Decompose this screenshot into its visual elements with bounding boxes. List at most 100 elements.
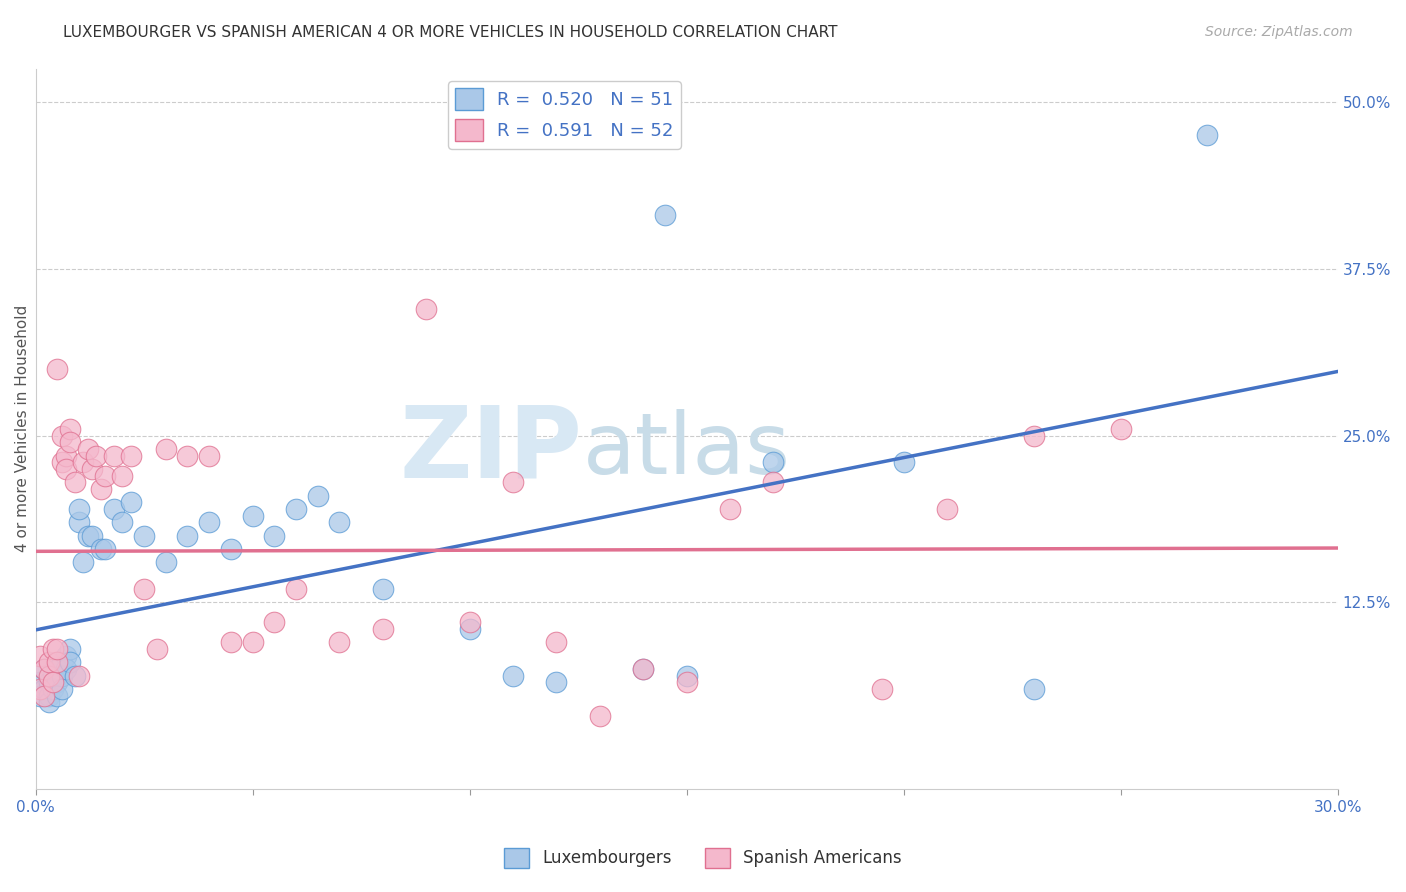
Point (1109, 422, 1132, 436)
Point (51, 656, 73, 670)
Point (51, 428, 73, 442)
Point (328, 515, 350, 529)
Point (63, 475, 86, 490)
Point (32, 662, 55, 676)
Point (76, 442, 98, 456)
Point (502, 669, 524, 683)
Point (371, 622, 394, 636)
Text: atlas: atlas (582, 409, 790, 492)
Point (242, 635, 264, 649)
Point (1022, 681, 1045, 696)
Point (46, 361, 69, 376)
Point (654, 208, 676, 222)
Point (46, 656, 69, 670)
Point (371, 582, 394, 596)
Point (198, 449, 221, 463)
Point (546, 635, 568, 649)
Text: ZIP: ZIP (399, 402, 582, 499)
Point (589, 708, 612, 723)
Point (631, 662, 654, 676)
Point (32, 662, 55, 676)
Point (38, 689, 60, 703)
Point (198, 515, 221, 529)
Point (76, 528, 98, 542)
Point (90, 482, 112, 496)
Point (176, 528, 198, 542)
Point (63, 669, 86, 683)
Point (86, 449, 108, 463)
Point (67, 515, 90, 529)
Point (46, 689, 69, 703)
Point (42, 681, 65, 696)
Point (32, 681, 55, 696)
Point (120, 495, 142, 509)
Y-axis label: 4 or more Vehicles in Household: 4 or more Vehicles in Household (15, 305, 30, 552)
Point (762, 455, 785, 469)
Point (72, 455, 94, 469)
Point (870, 681, 893, 696)
Point (328, 635, 350, 649)
Point (32, 689, 55, 703)
Point (458, 615, 481, 630)
Point (90, 541, 112, 556)
Point (42, 642, 65, 657)
Point (546, 675, 568, 690)
Point (155, 555, 177, 569)
Point (718, 502, 741, 516)
Point (38, 675, 60, 690)
Point (502, 475, 524, 490)
Point (176, 449, 198, 463)
Point (46, 662, 69, 676)
Point (42, 675, 65, 690)
Point (675, 675, 697, 690)
Point (94, 541, 117, 556)
Point (38, 695, 60, 709)
Point (1022, 428, 1045, 442)
Point (132, 582, 155, 596)
Point (219, 541, 242, 556)
Point (51, 455, 73, 469)
Point (55, 648, 77, 663)
Point (80, 462, 103, 476)
Point (72, 555, 94, 569)
Point (67, 502, 90, 516)
Point (46, 675, 69, 690)
Point (219, 635, 242, 649)
Point (28, 648, 51, 663)
Point (1197, 128, 1219, 143)
Point (28, 681, 51, 696)
Point (59, 435, 82, 450)
Point (415, 301, 437, 316)
Point (28, 675, 51, 690)
Point (155, 442, 177, 456)
Point (936, 502, 959, 516)
Point (103, 502, 125, 516)
Point (675, 669, 697, 683)
Point (263, 615, 285, 630)
Point (631, 662, 654, 676)
Point (762, 475, 785, 490)
Point (38, 669, 60, 683)
Point (285, 582, 308, 596)
Text: Source: ZipAtlas.com: Source: ZipAtlas.com (1205, 25, 1353, 39)
Point (893, 455, 915, 469)
Legend: Luxembourgers, Spanish Americans: Luxembourgers, Spanish Americans (498, 841, 908, 875)
Point (146, 642, 169, 657)
Point (458, 622, 481, 636)
Point (55, 462, 77, 476)
Point (28, 689, 51, 703)
Text: LUXEMBOURGER VS SPANISH AMERICAN 4 OR MORE VEHICLES IN HOUSEHOLD CORRELATION CHA: LUXEMBOURGER VS SPANISH AMERICAN 4 OR MO… (63, 25, 838, 40)
Point (46, 642, 69, 657)
Point (80, 528, 103, 542)
Point (111, 468, 134, 483)
Point (242, 508, 264, 523)
Point (132, 528, 155, 542)
Legend: R =  0.520   N = 51, R =  0.591   N = 52: R = 0.520 N = 51, R = 0.591 N = 52 (449, 81, 681, 149)
Point (59, 656, 82, 670)
Point (59, 642, 82, 657)
Point (103, 449, 125, 463)
Point (51, 681, 73, 696)
Point (51, 669, 73, 683)
Point (55, 662, 77, 676)
Point (120, 449, 142, 463)
